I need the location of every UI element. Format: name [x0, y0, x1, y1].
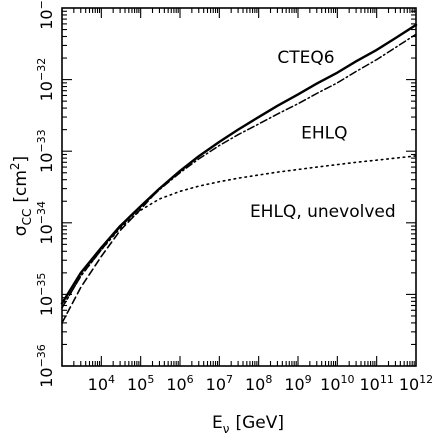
- y-tick-label: 10−32: [35, 58, 56, 102]
- y-axis-title-sub: CC: [20, 209, 34, 226]
- x-tick-label: 109: [284, 373, 311, 394]
- y-tick-label: 10−34: [35, 201, 56, 245]
- ticks-layer: [61, 8, 416, 367]
- y-axis-title-main: σ: [11, 225, 31, 236]
- series-line-dashed-3: [61, 170, 181, 324]
- series-line-ehlq: [61, 33, 417, 309]
- y-axis-title-unit-sup: 2: [8, 162, 22, 170]
- series-line-ehlq-unevolved: [61, 155, 417, 309]
- plot-frame: [61, 7, 417, 367]
- curve-annotation: CTEQ6: [277, 48, 334, 68]
- y-tick-label: 10−31: [35, 0, 56, 30]
- y-axis-title: σCC [cm2]: [8, 156, 34, 236]
- y-tick-label: 10−36: [35, 344, 56, 388]
- x-tick-label: 1011: [359, 373, 393, 394]
- x-axis-title-main: E: [212, 413, 223, 433]
- x-tick-label: 105: [127, 373, 154, 394]
- x-tick-label: 107: [206, 373, 233, 394]
- y-axis-title-unit-close: ]: [11, 156, 31, 163]
- x-axis-title-sub: ν: [223, 422, 230, 436]
- x-tick-label: 1012: [399, 373, 433, 394]
- x-tick-label: 1010: [320, 373, 354, 394]
- x-axis-title: Eν [GeV]: [212, 413, 284, 436]
- x-axis-title-unit: [GeV]: [235, 413, 284, 433]
- curve-annotation: EHLQ: [301, 124, 347, 144]
- y-tick-label: 10−35: [35, 273, 56, 317]
- x-tick-label: 108: [245, 373, 272, 394]
- x-tick-label: 104: [88, 373, 115, 394]
- y-axis-title-unit-open: [cm: [11, 170, 31, 203]
- curve-annotation: EHLQ, unevolved: [250, 202, 396, 222]
- curves-layer: [60, 23, 418, 324]
- series-line-cteq6: [60, 23, 418, 305]
- y-tick-label: 10−33: [35, 129, 56, 173]
- labels-layer: 104 105 106 107 108 109 1010 1011 1012 10−36 10−35…: [35, 0, 433, 394]
- x-tick-label: 106: [166, 373, 193, 394]
